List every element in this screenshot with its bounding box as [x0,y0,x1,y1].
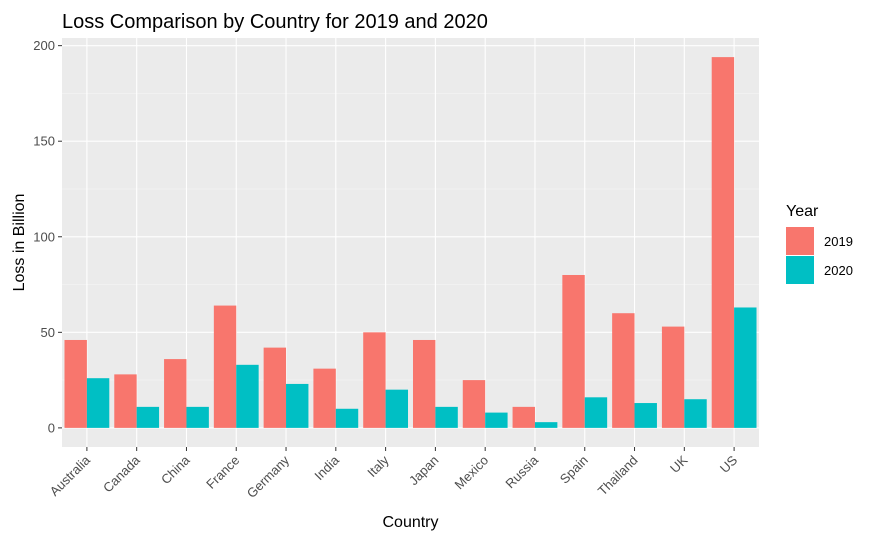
x-tick-label: Japan [406,453,442,489]
y-axis-ticks: 0 50 100 150 200 [33,38,62,435]
bar-china-2019 [164,359,187,428]
bar-spain-2020 [584,397,608,428]
bar-germany-2019 [263,347,287,428]
chart-title: Loss Comparison by Country for 2019 and … [62,11,488,33]
y-tick-label: 150 [33,134,55,149]
x-tick-label: France [203,453,242,492]
bars [64,57,757,428]
bar-mexico-2020 [485,412,508,428]
bar-china-2020 [186,406,209,428]
bar-canada-2019 [114,374,137,428]
bar-australia-2019 [64,339,87,428]
bar-australia-2020 [86,378,110,428]
bar-thailand-2020 [634,403,657,428]
x-tick-label: Canada [100,452,143,495]
x-axis-ticks: Australia Canada China France Germany India It… [47,447,741,501]
bar-india-2020 [335,408,359,428]
x-tick-label: Mexico [452,453,492,493]
bar-us-2020 [734,307,757,428]
bar-us-2019 [711,57,735,428]
x-tick-label: UK [667,452,691,476]
legend-label-2020: 2020 [824,263,853,278]
legend: Year 2019 2020 [786,203,853,284]
legend-label-2019: 2019 [824,234,853,249]
x-tick-label: Italy [364,452,392,480]
bar-india-2019 [313,368,336,428]
bar-japan-2020 [435,406,458,428]
bar-japan-2019 [412,339,436,428]
y-axis-title: Loss in Billion [11,194,28,292]
bar-canada-2020 [136,406,160,428]
legend-key-2019 [786,227,814,255]
bar-spain-2019 [562,274,585,428]
bar-france-2019 [213,305,237,428]
x-tick-label: Australia [47,452,94,499]
x-tick-label: US [717,452,741,476]
x-tick-label: Germany [244,452,293,501]
bar-italy-2019 [363,332,386,428]
bar-france-2020 [236,364,259,428]
y-tick-label: 100 [33,229,55,244]
x-tick-label: India [311,452,342,483]
bar-mexico-2019 [462,380,486,428]
x-tick-label: Russia [502,452,541,491]
x-axis-title: Country [382,514,438,531]
y-tick-label: 200 [33,38,55,53]
bar-russia-2019 [512,406,535,428]
bar-italy-2020 [385,389,409,428]
x-tick-label: Spain [557,453,591,487]
legend-title: Year [786,203,819,220]
x-tick-label: China [158,452,193,487]
y-tick-label: 0 [48,420,55,435]
bar-uk-2019 [661,326,685,428]
bar-uk-2020 [684,399,707,428]
bar-germany-2020 [286,383,309,428]
bar-russia-2020 [534,422,558,428]
x-tick-label: Thailand [595,453,641,499]
legend-key-2020 [786,256,814,284]
y-tick-label: 50 [41,325,55,340]
bar-thailand-2019 [612,313,635,428]
